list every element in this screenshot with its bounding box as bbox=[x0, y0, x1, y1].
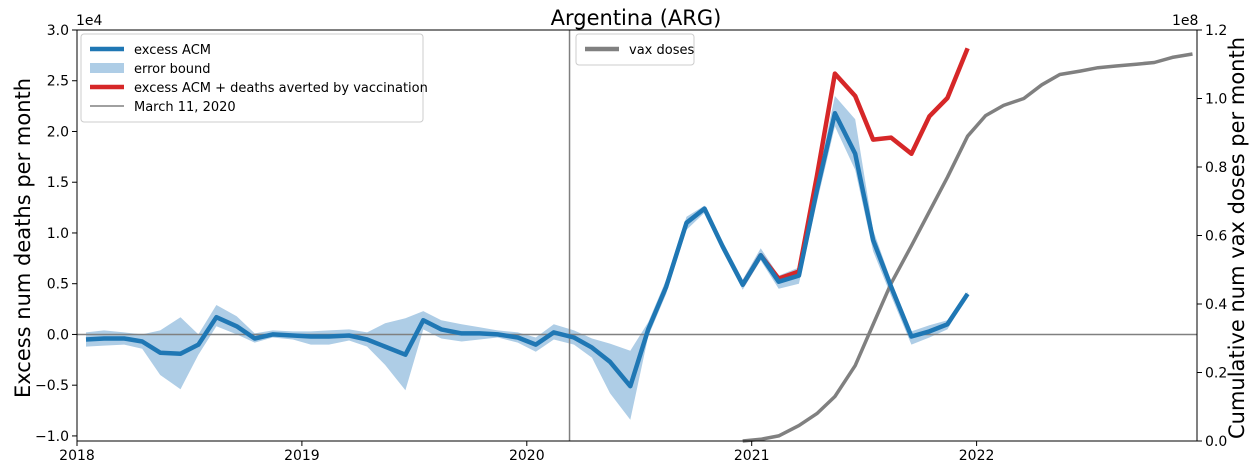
right-y-tick-label: 1.0 bbox=[1205, 92, 1227, 108]
x-tick-label: 2019 bbox=[284, 448, 320, 464]
legend-label: vax doses bbox=[629, 43, 694, 58]
legend-main: excess ACM error bound excess ACM + deaths… bbox=[80, 33, 428, 123]
legend-label: excess ACM bbox=[134, 43, 211, 58]
left-y-tick-label: 0.5 bbox=[47, 277, 69, 293]
x-tick-label: 2020 bbox=[509, 448, 545, 464]
legend-box bbox=[80, 33, 424, 123]
x-tick-label: 2021 bbox=[734, 448, 770, 464]
right-axis-label: Cumulative num vax doses per month bbox=[1225, 37, 1249, 439]
right-y-tick-label: 0.0 bbox=[1205, 434, 1227, 450]
excess-acm-line bbox=[85, 110, 970, 389]
x-tick-label: 2022 bbox=[959, 448, 995, 464]
right-y-tick-label: 0.4 bbox=[1205, 297, 1227, 313]
right-y-tick-label: 1.2 bbox=[1205, 23, 1227, 39]
x-tick-label: 2018 bbox=[59, 448, 95, 464]
vax-doses-line bbox=[742, 52, 1193, 443]
left-y-tick-label: 2.5 bbox=[47, 74, 69, 90]
right-y-tick-label: 0.8 bbox=[1205, 160, 1227, 176]
error-bound-band bbox=[86, 96, 968, 420]
left-y-tick-label: 1.5 bbox=[47, 175, 69, 191]
legend-vax: vax doses bbox=[575, 33, 695, 66]
right-y-tick-label: 0.6 bbox=[1205, 229, 1227, 245]
left-y-tick-label: 1.0 bbox=[47, 226, 69, 242]
right-axis-multiplier: 1e8 bbox=[1172, 13, 1198, 29]
legend-swatch-patch bbox=[90, 63, 124, 73]
left-y-tick-label: 2.0 bbox=[47, 124, 69, 140]
legend-box bbox=[575, 33, 695, 66]
left-y-tick-label: −1.0 bbox=[35, 429, 69, 445]
right-y-tick-label: 0.2 bbox=[1205, 366, 1227, 382]
legend-label: excess ACM + deaths averted by vaccinati… bbox=[134, 81, 428, 96]
plot-area bbox=[77, 30, 1197, 443]
axes: 2018 2019 2020 2021 2022 −1.0 −0.5 0.0 0.5 1.0 1.5… bbox=[35, 23, 1227, 464]
left-y-tick-label: 3.0 bbox=[47, 23, 69, 39]
legend-label: error bound bbox=[134, 62, 211, 77]
left-y-tick-label: −0.5 bbox=[35, 378, 69, 394]
legend-label: March 11, 2020 bbox=[134, 100, 236, 115]
left-axis-label: Excess num deaths per month bbox=[11, 78, 35, 398]
chart-title: Argentina (ARG) bbox=[551, 6, 722, 30]
left-axis-multiplier: 1e4 bbox=[76, 13, 103, 29]
left-y-tick-label: 0.0 bbox=[47, 327, 69, 343]
